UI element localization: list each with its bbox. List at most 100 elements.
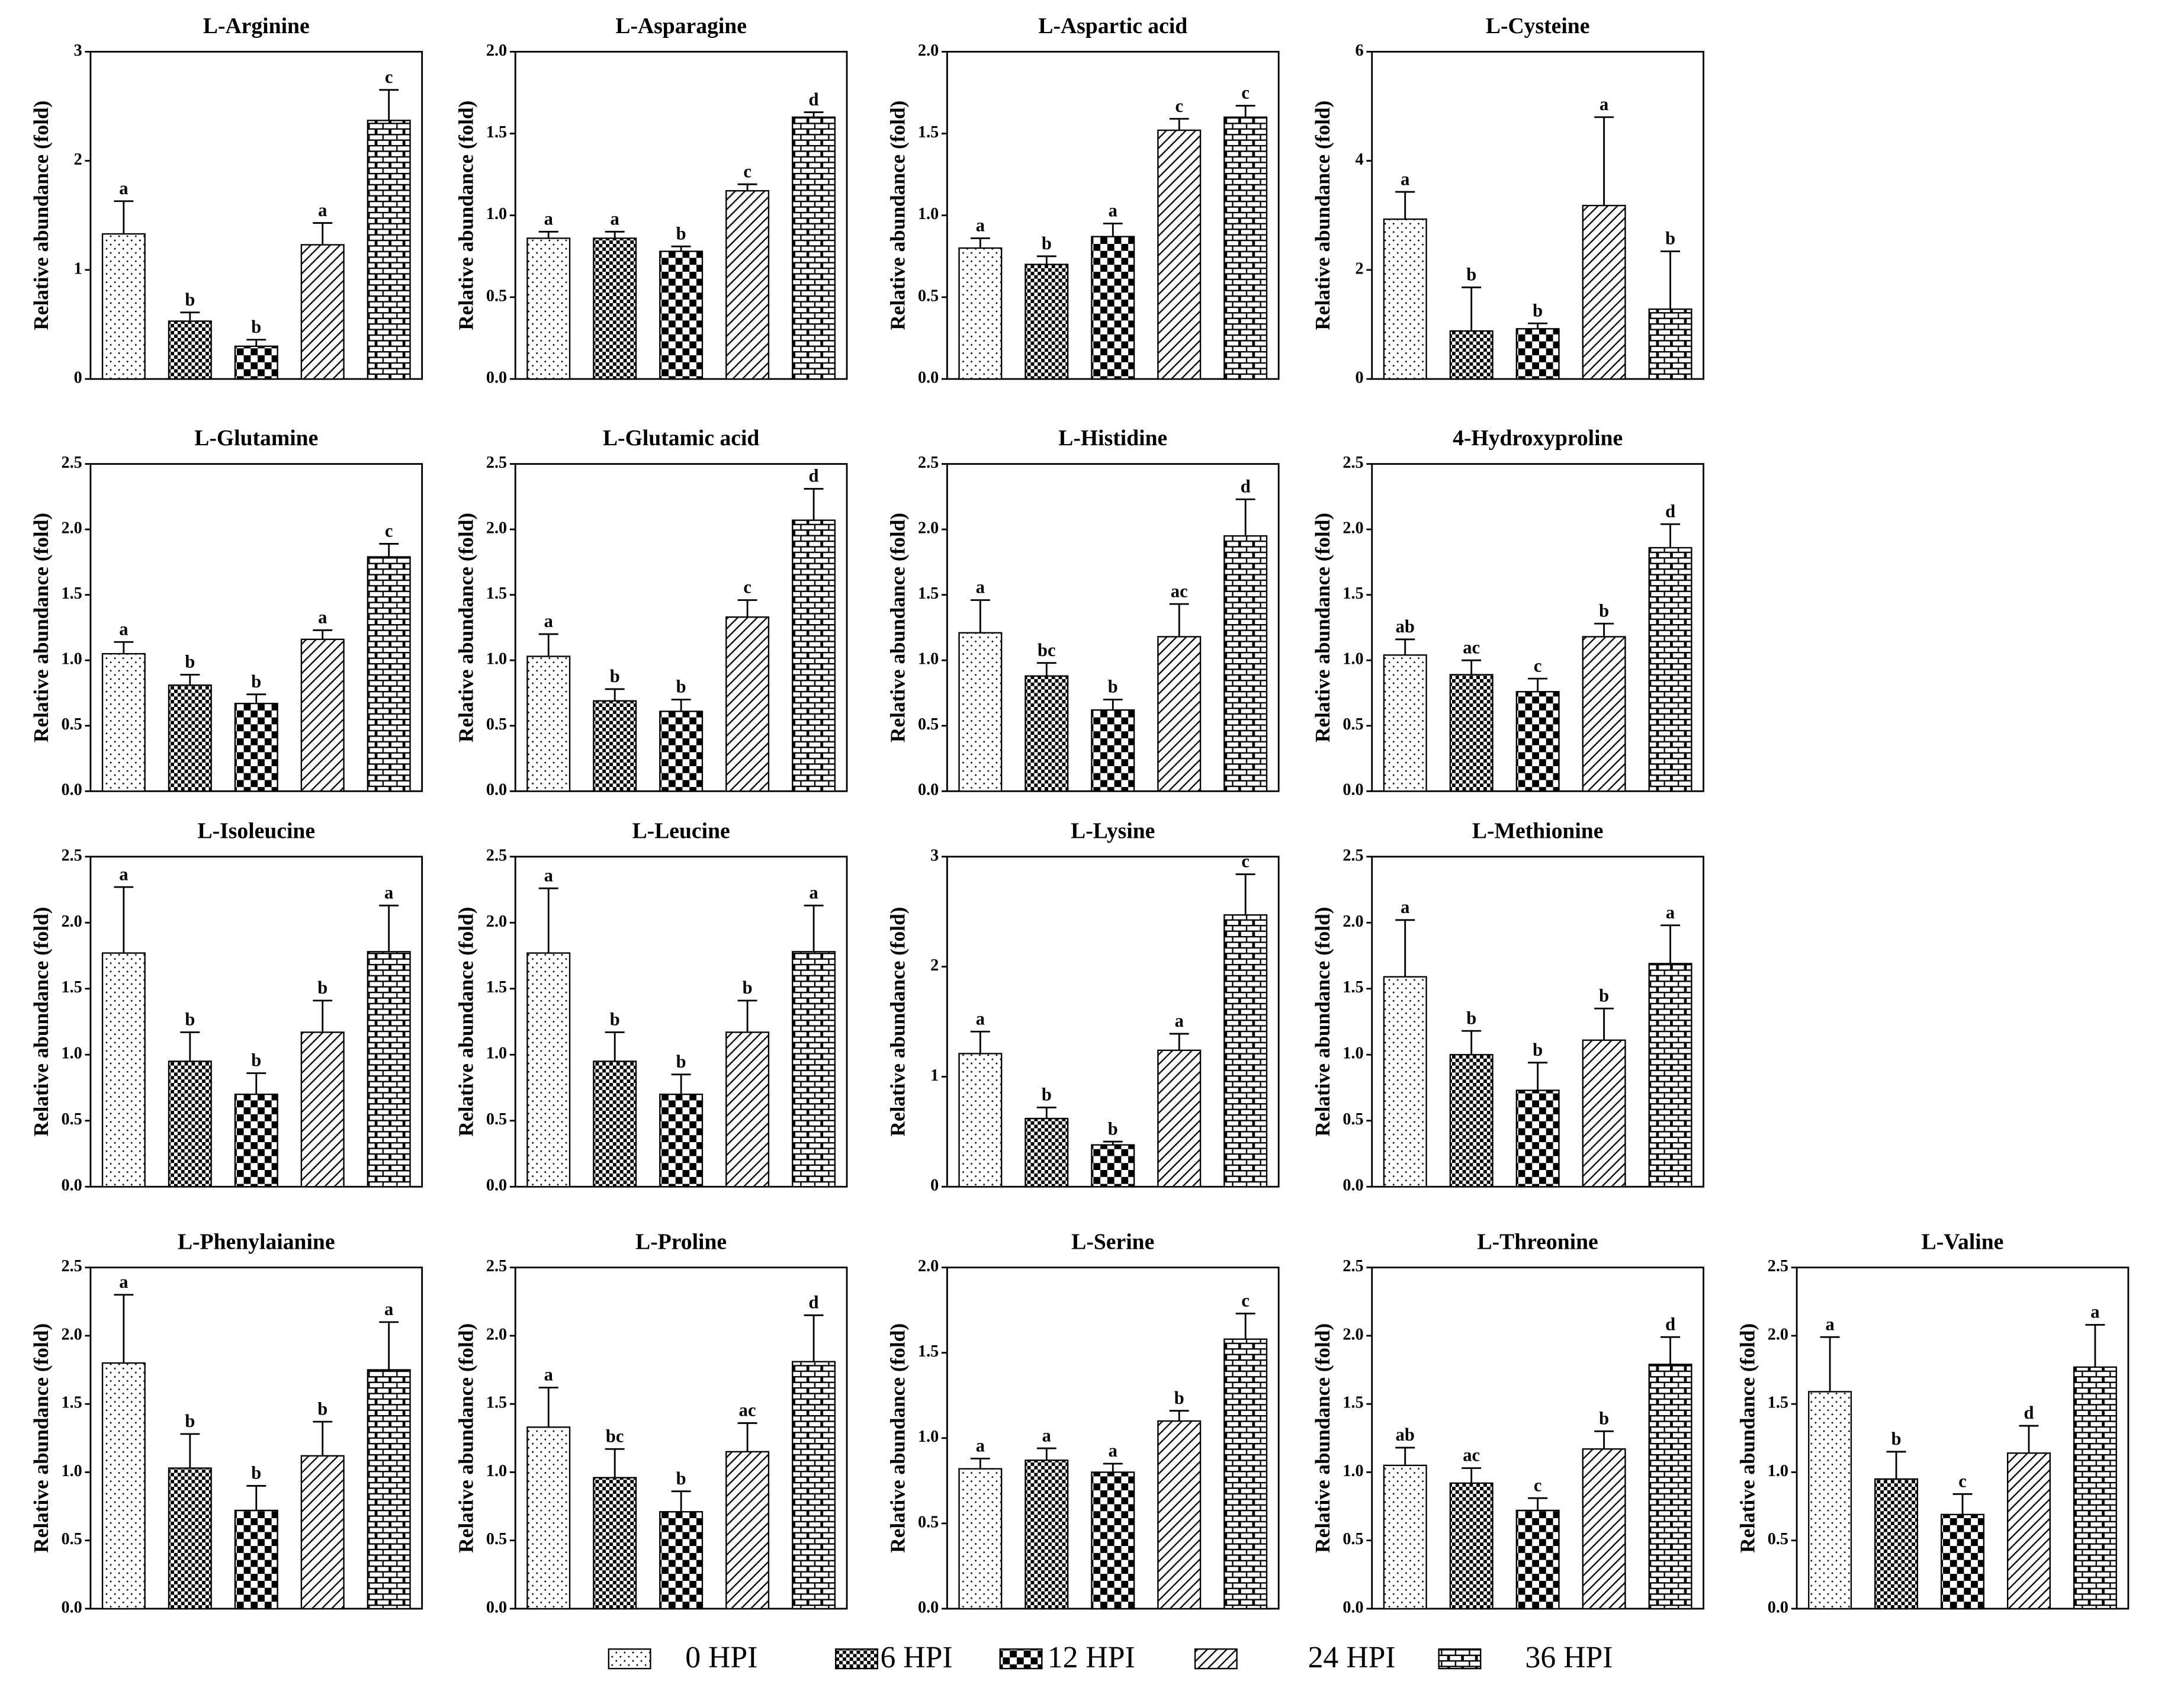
bar [1024,1117,1069,1188]
panel: L-Leucine Relative abundance (fold) 0.0 0.5… [454,818,848,1195]
legend-label: 0 HPI [685,1641,757,1674]
bar [725,190,770,380]
y-tick-label: 1.0 [1768,1462,1788,1480]
bar [1808,1391,1852,1610]
significance-letter: b [1174,1388,1184,1408]
significance-letter: d [809,466,819,486]
significance-letter: b [1108,677,1118,697]
y-axis-label: Relative abundance (fold) [887,907,910,1137]
panel-title: L-Phenylaianine [178,1229,335,1254]
y-tick-label: 0.5 [1342,1530,1363,1548]
y-tick-label: 1.0 [61,650,82,668]
significance-letter: b [251,671,261,692]
significance-letter: a [809,883,818,903]
legend-label: 6 HPI [880,1641,952,1674]
y-tick-label: 1 [74,259,82,278]
y-tick-label: 1.5 [918,1342,939,1361]
bar [1515,328,1560,380]
y-axis-label: Relative abundance (fold) [887,513,910,742]
significance-letter: a [976,216,985,236]
panel-title: L-Cysteine [1486,14,1590,38]
y-tick-label: 2.0 [486,41,507,60]
legend-swatch [1438,1648,1482,1670]
y-tick-label: 1.5 [486,1394,507,1412]
y-tick-label: 0.0 [1768,1598,1788,1616]
y-tick-label: 2.5 [61,1257,82,1275]
bar [1157,1049,1202,1188]
y-tick-label: 0.0 [918,1598,939,1616]
y-tick-label: 2.5 [486,454,507,472]
y-tick-label: 0.5 [918,1513,939,1531]
y-axis-label: Relative abundance (fold) [1736,1323,1759,1553]
panel-title: L-Isoleucine [197,818,315,843]
panel: L-Methionine Relative abundance (fold) 0.0… [1311,818,1704,1195]
significance-letter: a [544,1365,553,1385]
significance-letter: b [1042,1085,1052,1105]
bar [101,1362,146,1610]
y-tick-label: 2.5 [1768,1257,1788,1275]
y-tick-label: 2.5 [918,454,939,472]
bar [1515,1509,1560,1610]
bar [1648,547,1692,792]
legend-label: 36 HPI [1525,1641,1613,1674]
legend-swatch [999,1648,1043,1670]
bar [300,1031,345,1188]
bar [1223,116,1268,380]
panel: L-Asparagine Relative abundance (fold) 0.0… [454,14,848,387]
bar [725,1031,770,1188]
significance-letter: c [385,67,393,87]
y-tick-label: 0.5 [486,1530,507,1548]
significance-letter: b [1891,1429,1902,1449]
significance-letter: a [1042,1425,1051,1445]
panel-title: L-Asparagine [615,14,747,38]
panel-title: L-Threonine [1478,1229,1598,1254]
y-tick-label: 2.0 [486,519,507,538]
y-tick-label: 0.5 [918,715,939,734]
bar [1091,236,1135,380]
panel-title: 4-Hydroxyproline [1453,426,1623,451]
y-tick-label: 2.0 [1342,1325,1363,1343]
y-tick-label: 2 [1356,259,1364,278]
y-tick-label: 0 [930,1177,939,1195]
y-tick-label: 1.0 [918,1428,939,1446]
significance-letter: b [251,1050,261,1071]
significance-letter: b [1533,1040,1543,1060]
significance-letter: b [185,1010,195,1030]
y-tick-label: 2 [930,956,939,975]
y-tick-label: 1.0 [486,1044,507,1063]
legend-swatch [1194,1648,1238,1670]
bar [1383,976,1427,1188]
y-tick-label: 0.5 [918,287,939,305]
bar [1449,330,1494,380]
y-axis-label: Relative abundance (fold) [454,907,477,1137]
bar [1383,654,1427,792]
y-tick-label: 1.0 [918,205,939,223]
bar [958,247,1003,380]
y-tick-label: 0.0 [486,1177,507,1195]
y-tick-label: 4 [1356,150,1364,169]
bar [1157,1420,1202,1610]
panel-title: L-Methionine [1472,818,1604,843]
significance-letter: c [743,577,751,597]
panel: L-Glutamic acid Relative abundance (fold)… [454,426,848,799]
y-axis-label: Relative abundance (fold) [1311,101,1334,330]
bar [792,519,836,792]
significance-letter: b [1466,265,1476,285]
y-tick-label: 6 [1356,41,1364,60]
bar [1091,1144,1135,1188]
y-axis-label: Relative abundance (fold) [454,513,477,742]
bar [1874,1478,1919,1610]
bar [1648,308,1692,380]
panel: L-Arginine Relative abundance (fold) 0 1 2 3 a… [30,14,423,387]
significance-letter: d [1665,1314,1675,1334]
y-axis-label: Relative abundance (fold) [887,1323,910,1553]
bar [300,638,345,792]
y-tick-label: 2.0 [1342,912,1363,931]
significance-letter: b [185,652,195,672]
significance-letter: a [1109,1441,1117,1461]
panel: L-Cysteine Relative abundance (fold) 0 2 4 6 a… [1311,14,1704,387]
bar [300,1455,345,1610]
significance-letter: b [676,1468,686,1489]
y-tick-label: 2.5 [1342,1257,1363,1275]
bar [659,250,704,380]
